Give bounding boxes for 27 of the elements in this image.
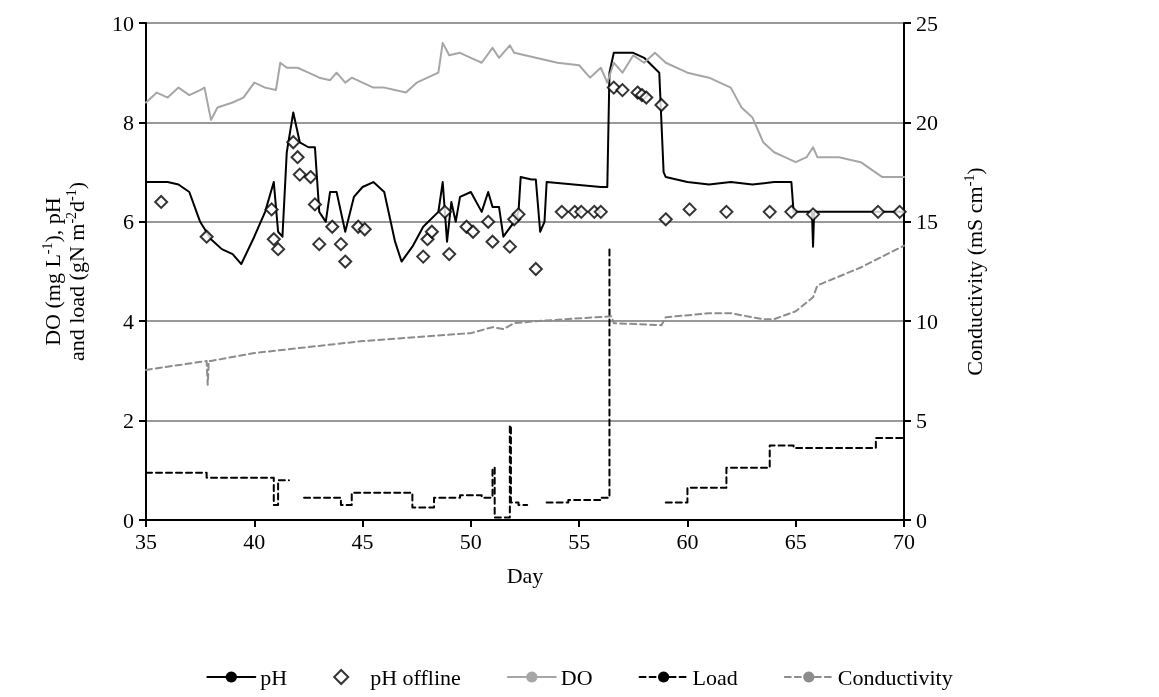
legend-label: pH — [260, 664, 288, 690]
x-tick-label: 50 — [459, 528, 482, 554]
y2-tick-label: 25 — [916, 10, 938, 36]
y2-tick-label: 0 — [916, 507, 927, 533]
x-tick-label: 65 — [784, 528, 807, 554]
legend-label: pH offline — [370, 664, 461, 690]
x-axis-title: Day — [506, 562, 544, 588]
y-tick-label: 10 — [112, 10, 134, 36]
y2-tick-label: 5 — [916, 408, 927, 434]
y-tick-label: 4 — [123, 308, 134, 334]
y2-tick-label: 10 — [916, 308, 938, 334]
x-tick-label: 45 — [351, 528, 374, 554]
x-tick-label: 35 — [135, 528, 157, 554]
y-tick-label: 8 — [123, 109, 134, 135]
y-tick-label: 0 — [123, 507, 134, 533]
y-tick-label: 6 — [123, 209, 134, 235]
legend-label: DO — [560, 664, 593, 690]
x-tick-label: 60 — [676, 528, 699, 554]
x-tick-label: 55 — [568, 528, 591, 554]
legend-label: Conductivity — [837, 664, 953, 690]
y2-tick-label: 20 — [916, 109, 938, 135]
y2-axis-title: Conductivity (mS cm-1) — [961, 167, 987, 376]
x-tick-label: 40 — [243, 528, 266, 554]
y2-tick-label: 15 — [916, 209, 938, 235]
legend-label: Load — [692, 664, 738, 690]
x-tick-label: 70 — [893, 528, 915, 554]
y-tick-label: 2 — [123, 408, 134, 434]
